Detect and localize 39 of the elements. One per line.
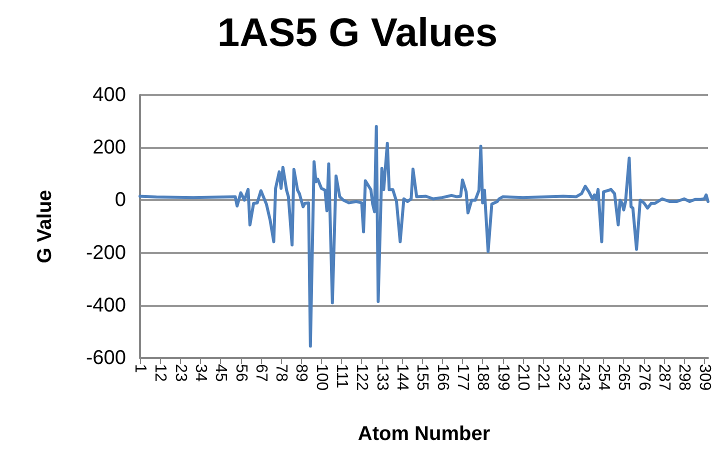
x-tick-label: 100 (312, 364, 330, 391)
x-tick-label: 45 (212, 364, 230, 382)
x-tick-label: 1 (132, 364, 148, 373)
x-tick-label: 78 (272, 364, 290, 382)
x-tick-label: 188 (474, 364, 492, 391)
x-tick-label: 210 (514, 364, 532, 391)
y-tick-label: 0 (114, 189, 126, 212)
x-tick-label: 309 (696, 364, 713, 391)
x-tick-label: 67 (252, 364, 270, 382)
x-tick-label: 298 (676, 364, 693, 391)
x-tick-label: 133 (373, 364, 390, 391)
x-tick-label: 34 (192, 364, 209, 382)
x-tick-label: 265 (615, 364, 632, 391)
y-axis-title: G Value (34, 190, 56, 264)
x-tick-label: 56 (232, 364, 250, 382)
x-tick-label: 144 (394, 364, 411, 391)
x-tick-label: 243 (574, 364, 592, 391)
y-tick-label: 200 (92, 136, 126, 159)
x-tick-label: 221 (534, 364, 552, 391)
x-tick-label: 166 (434, 364, 451, 391)
line-series (138, 125, 710, 348)
x-tick-label: 254 (595, 364, 612, 391)
x-tick-label: 23 (172, 364, 189, 382)
x-tick-label: 89 (292, 364, 310, 382)
y-tick-label: -200 (86, 242, 126, 264)
chart-title: 1AS5 G Values (217, 11, 498, 55)
y-tick-label: -600 (86, 347, 126, 369)
y-tick-label: 400 (92, 84, 126, 106)
x-tick-label: 232 (554, 364, 572, 391)
x-tick-label: 177 (454, 364, 471, 391)
x-tick-label: 12 (152, 364, 169, 382)
x-axis-title: Atom Number (358, 423, 490, 445)
x-tick-label: 199 (494, 364, 512, 391)
x-tick-label: 287 (656, 364, 673, 391)
x-tick-label: 122 (353, 364, 370, 391)
x-tick-label: 276 (635, 364, 652, 391)
y-tick-label: -400 (86, 294, 126, 316)
x-tick-label: 155 (414, 364, 431, 391)
x-tick-label: 111 (333, 364, 350, 388)
